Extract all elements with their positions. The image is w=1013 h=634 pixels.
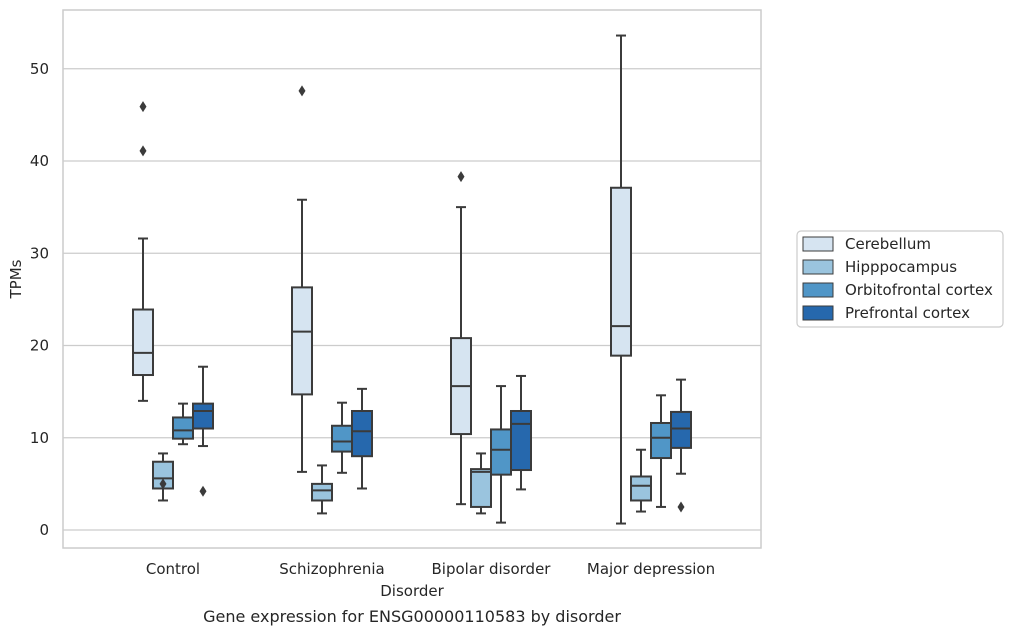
- box-0-3: [192, 365, 214, 497]
- outlier-point: [199, 485, 207, 497]
- y-tick-label: 40: [30, 152, 49, 170]
- x-axis-label: Disorder: [380, 582, 444, 600]
- box-iqr: [331, 424, 353, 453]
- outlier-point: [457, 171, 465, 183]
- outlier-point: [298, 85, 306, 97]
- legend-swatch: [802, 259, 834, 275]
- box-iqr: [610, 186, 632, 357]
- box-3-0: [610, 34, 632, 525]
- x-tick-label: Control: [146, 560, 200, 578]
- plot-frame: [62, 9, 762, 549]
- box-1-1: [311, 464, 333, 515]
- chart-caption: Gene expression for ENSG00000110583 by d…: [203, 607, 621, 626]
- box-2-2: [490, 385, 512, 524]
- box-iqr: [490, 428, 512, 476]
- box-2-1: [470, 452, 492, 515]
- legend-label: Orbitofrontal cortex: [845, 281, 993, 299]
- box-iqr: [311, 482, 333, 502]
- legend-swatch: [802, 282, 834, 298]
- box-0-2: [172, 402, 194, 446]
- box-iqr: [291, 286, 313, 396]
- legend-label: Prefrontal cortex: [845, 304, 970, 322]
- box-iqr: [470, 468, 492, 508]
- legend-label: Cerebellum: [845, 235, 931, 253]
- boxes: [132, 34, 692, 525]
- box-3-1: [630, 448, 652, 513]
- box-2-3: [510, 374, 532, 491]
- x-tick-label: Bipolar disorder: [432, 560, 552, 578]
- legend-frame: [796, 230, 1004, 328]
- axis-ticks: 0 10 20 30 40 50 Control Schizophrenia Bipolar d…: [30, 60, 715, 578]
- outlier-point: [677, 501, 685, 513]
- x-tick-label: Schizophrenia: [279, 560, 384, 578]
- outlier-point: [139, 145, 147, 157]
- legend-label: Hipppocampus: [845, 258, 957, 276]
- y-tick-label: 50: [30, 60, 49, 78]
- box-iqr: [192, 402, 214, 430]
- box-2-0: [450, 171, 472, 506]
- box-3-2: [650, 394, 672, 508]
- y-axis-label: TPMs: [7, 259, 25, 299]
- y-tick-label: 10: [30, 429, 49, 447]
- box-iqr: [132, 308, 154, 377]
- box-iqr: [630, 475, 652, 502]
- x-tick-label: Major depression: [587, 560, 715, 578]
- y-tick-label: 20: [30, 337, 49, 355]
- box-iqr: [351, 409, 373, 458]
- legend-swatch: [802, 305, 834, 321]
- box-3-3: [670, 378, 692, 513]
- outlier-point: [139, 101, 147, 113]
- box-1-2: [331, 401, 353, 474]
- box-iqr: [510, 409, 532, 472]
- outlier-point: [159, 478, 167, 490]
- legend: Cerebellum Hipppocampus Orbitofrontal cort…: [796, 230, 1004, 328]
- y-tick-label: 30: [30, 244, 49, 262]
- box-iqr: [650, 421, 672, 460]
- box-0-0: [132, 101, 154, 402]
- y-tick-label: 0: [39, 521, 49, 539]
- legend-swatch: [802, 236, 834, 252]
- box-iqr: [670, 410, 692, 449]
- box-1-3: [351, 387, 373, 490]
- box-iqr: [172, 416, 194, 440]
- box-1-0: [291, 85, 313, 473]
- box-0-1: [152, 452, 174, 502]
